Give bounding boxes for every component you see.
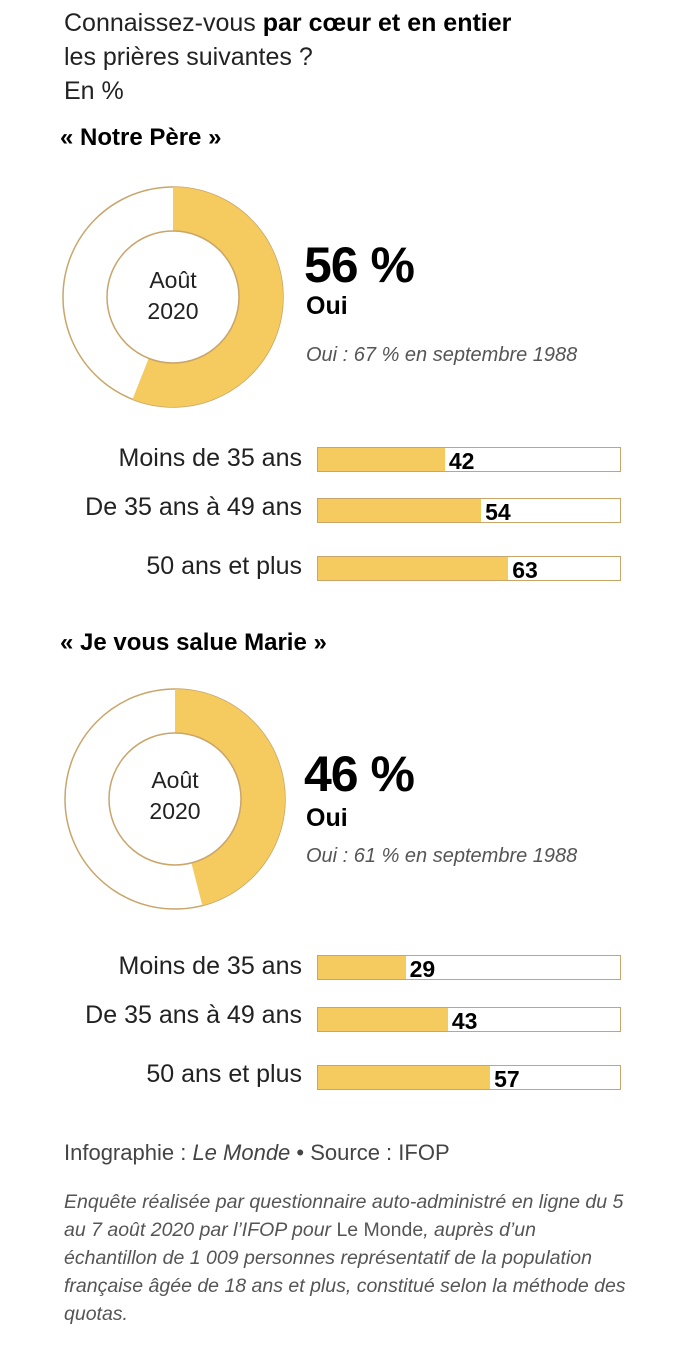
- bar: [318, 956, 406, 979]
- bar: [318, 448, 445, 471]
- donut-year: 2020: [149, 798, 201, 824]
- bar-value: 54: [485, 499, 511, 525]
- intro-line-2: les prières suivantes ?: [64, 43, 313, 71]
- bar-track: 63: [317, 556, 621, 583]
- bar-label: 50 ans et plus: [146, 1060, 302, 1088]
- bar-value: 42: [448, 448, 475, 474]
- donut-center-label: Août 2020: [103, 265, 243, 327]
- donut-inner-ring: [108, 732, 242, 866]
- credit-separator: •: [290, 1140, 311, 1165]
- value-label-notre-pere: Oui: [306, 292, 348, 320]
- method-text-2: , auprès d’un échantillon de 1 009 perso…: [64, 1219, 626, 1325]
- bar-label: Moins de 35 ans: [118, 952, 302, 980]
- note-notre-pere: Oui : 67 % en septembre 1988: [306, 344, 578, 366]
- credit-prefix: Infographie :: [64, 1140, 193, 1165]
- section-title-je-vous-salue-marie: « Je vous salue Marie »: [60, 629, 327, 656]
- bar-label: De 35 ans à 49 ans: [85, 1001, 302, 1029]
- intro-line-1: Connaissez-vous par cœur et en entier: [64, 9, 512, 37]
- bar-label: De 35 ans à 49 ans: [85, 493, 302, 521]
- methodology-note: Enquête réalisée par questionnaire auto-…: [64, 1188, 634, 1328]
- value-label-je-vous-salue-marie: Oui: [306, 804, 348, 832]
- bar: [318, 1066, 491, 1089]
- method-publication: Le Monde: [336, 1219, 424, 1241]
- donut-inner-ring: [106, 230, 240, 364]
- bar-track: 29: [317, 955, 621, 982]
- credits-line: Infographie : Le Monde • Source : IFOP: [64, 1140, 450, 1166]
- donut-year: 2020: [147, 298, 199, 324]
- bar-track: 42: [317, 447, 621, 474]
- bar-track: 43: [317, 1007, 621, 1034]
- section-title-notre-pere: « Notre Père »: [60, 124, 222, 151]
- bar-label: 50 ans et plus: [146, 552, 302, 580]
- bar-value: 63: [512, 557, 538, 583]
- donut-segment-oui: [175, 689, 285, 906]
- donut-month: Août: [151, 767, 199, 793]
- intro-unit: En %: [64, 77, 124, 105]
- bar: [318, 1008, 448, 1031]
- bar-value: 57: [494, 1066, 520, 1092]
- chart-intro: Connaissez-vous par cœur et en entier le…: [64, 6, 511, 108]
- bar-track: 57: [317, 1065, 621, 1092]
- bar-value: 29: [409, 956, 436, 982]
- donut-month: Août: [149, 267, 197, 293]
- donut-center-label: Août 2020: [105, 765, 245, 827]
- big-value-je-vous-salue-marie: 46 %: [304, 746, 415, 802]
- note-je-vous-salue-marie: Oui : 61 % en septembre 1988: [306, 845, 578, 867]
- bar-label: Moins de 35 ans: [118, 444, 302, 472]
- bar-track: 54: [317, 498, 621, 525]
- bar: [318, 499, 482, 522]
- bar: [318, 557, 509, 580]
- source-text: Source : IFOP: [310, 1140, 450, 1165]
- donut-je-vous-salue-marie: [64, 688, 286, 910]
- bar-value: 43: [451, 1008, 478, 1034]
- intro-bold-text: par cœur et en entier: [262, 9, 512, 37]
- big-value-notre-pere: 56 %: [304, 237, 415, 293]
- credit-name: Le Monde: [192, 1140, 291, 1165]
- method-text-1: Enquête réalisée par questionnaire auto-…: [64, 1191, 624, 1241]
- donut-notre-pere: [62, 186, 284, 408]
- donut-segment-oui: [132, 187, 284, 407]
